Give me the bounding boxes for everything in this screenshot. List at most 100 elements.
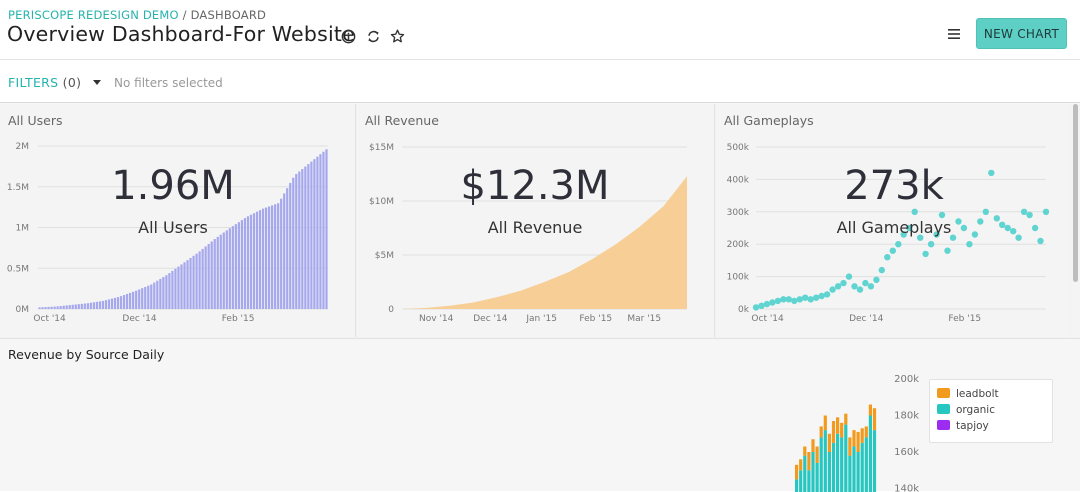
y-tick-label: 200k xyxy=(727,240,750,250)
users-bar xyxy=(301,169,303,309)
users-bar xyxy=(280,199,282,309)
gameplays-point xyxy=(977,218,983,224)
users-bar xyxy=(211,242,213,309)
users-bar xyxy=(141,288,143,309)
organic-bar xyxy=(816,463,819,492)
users-bar xyxy=(129,293,131,309)
gameplays-point xyxy=(835,283,841,289)
gameplays-point xyxy=(775,298,781,304)
x-tick-label: Dec '14 xyxy=(849,314,883,324)
y-tick-label: 1.5M xyxy=(7,183,29,193)
leadbolt-bar xyxy=(803,447,806,456)
gameplays-point xyxy=(802,295,808,301)
gameplays-point xyxy=(1005,225,1011,231)
leadbolt-bar xyxy=(816,447,819,463)
x-tick-label: Dec '14 xyxy=(122,314,156,324)
y-tick-label: 2M xyxy=(16,142,30,152)
new-chart-button[interactable]: NEW CHART xyxy=(976,18,1067,49)
leadbolt-bar xyxy=(848,437,851,455)
organic-bar xyxy=(795,479,798,492)
organic-bar xyxy=(857,452,860,492)
chart-legend: leadbolt organic tapjoy xyxy=(929,379,1053,443)
legend-item-leadbolt[interactable]: leadbolt xyxy=(937,388,999,402)
gameplays-point xyxy=(824,291,830,297)
y-tick-label: $10M xyxy=(369,197,394,207)
legend-label: leadbolt xyxy=(956,388,999,400)
legend-item-tapjoy[interactable]: tapjoy xyxy=(937,420,989,434)
filter-bar: FILTERS (0) No filters selected xyxy=(0,61,1080,103)
gameplays-point xyxy=(791,298,797,304)
users-bar xyxy=(69,305,71,309)
legend-label: organic xyxy=(956,404,995,416)
users-bar xyxy=(144,287,146,309)
users-bar xyxy=(150,284,152,309)
leadbolt-bar xyxy=(840,423,843,438)
x-tick-label: Feb '15 xyxy=(579,314,612,324)
users-bar xyxy=(138,289,140,309)
gameplays-point xyxy=(999,222,1005,228)
users-bar xyxy=(307,164,309,309)
users-bar xyxy=(75,304,77,309)
organic-bar xyxy=(852,447,855,492)
gameplays-point xyxy=(944,248,950,254)
organic-bar xyxy=(824,430,827,492)
y-tick-label: 300k xyxy=(727,208,750,218)
y-tick-label: 0 xyxy=(388,305,394,315)
leadbolt-bar xyxy=(799,459,802,470)
users-bar xyxy=(147,286,149,309)
leadbolt-bar xyxy=(852,430,855,446)
users-bar xyxy=(214,239,216,309)
gameplays-point xyxy=(862,280,868,286)
legend-swatch-organic xyxy=(937,404,950,414)
vertical-scrollbar[interactable] xyxy=(1071,104,1080,337)
organic-bar xyxy=(836,434,839,492)
x-tick-label: Oct '14 xyxy=(751,314,784,324)
breadcrumb-project[interactable]: PERISCOPE REDESIGN DEMO xyxy=(8,8,179,22)
y-tick-label: 0.5M xyxy=(7,264,29,274)
gameplays-point xyxy=(955,218,961,224)
users-bar xyxy=(156,281,158,309)
hamburger-menu-icon[interactable] xyxy=(946,27,962,41)
users-bar xyxy=(38,307,40,309)
filters-dropdown[interactable]: FILTERS (0) xyxy=(8,75,101,90)
gameplays-point xyxy=(895,241,901,247)
gameplays-point xyxy=(769,299,775,305)
users-bar xyxy=(244,218,246,309)
users-bar xyxy=(289,183,291,309)
users-bar xyxy=(262,209,264,309)
breadcrumb-section[interactable]: DASHBOARD xyxy=(191,8,267,22)
users-bar xyxy=(50,307,52,309)
users-bar xyxy=(304,167,306,309)
users-bar xyxy=(192,256,194,309)
refresh-icon[interactable] xyxy=(365,28,382,45)
organic-bar xyxy=(820,437,823,492)
organic-bar xyxy=(840,437,843,492)
gameplays-point xyxy=(813,295,819,301)
organic-bar xyxy=(799,470,802,492)
users-bar xyxy=(208,244,210,309)
users-bar xyxy=(126,294,128,309)
users-bar xyxy=(108,299,110,309)
users-bar xyxy=(41,307,43,309)
info-icon[interactable] xyxy=(340,28,357,45)
scrollbar-thumb[interactable] xyxy=(1073,104,1078,282)
star-icon[interactable] xyxy=(389,28,406,45)
legend-item-organic[interactable]: organic xyxy=(937,404,995,418)
users-bar xyxy=(253,213,255,309)
gameplays-big-number: 273k xyxy=(844,163,944,209)
revenue-big-label: All Revenue xyxy=(488,218,583,237)
gameplays-point xyxy=(966,241,972,247)
users-bar xyxy=(93,302,95,309)
users-bar xyxy=(235,224,237,309)
users-bar xyxy=(313,159,315,309)
users-bar xyxy=(81,304,83,309)
legend-swatch-tapjoy xyxy=(937,420,950,430)
breadcrumb-separator: / xyxy=(183,8,187,22)
gameplays-point xyxy=(912,209,918,215)
users-bar xyxy=(322,152,324,309)
